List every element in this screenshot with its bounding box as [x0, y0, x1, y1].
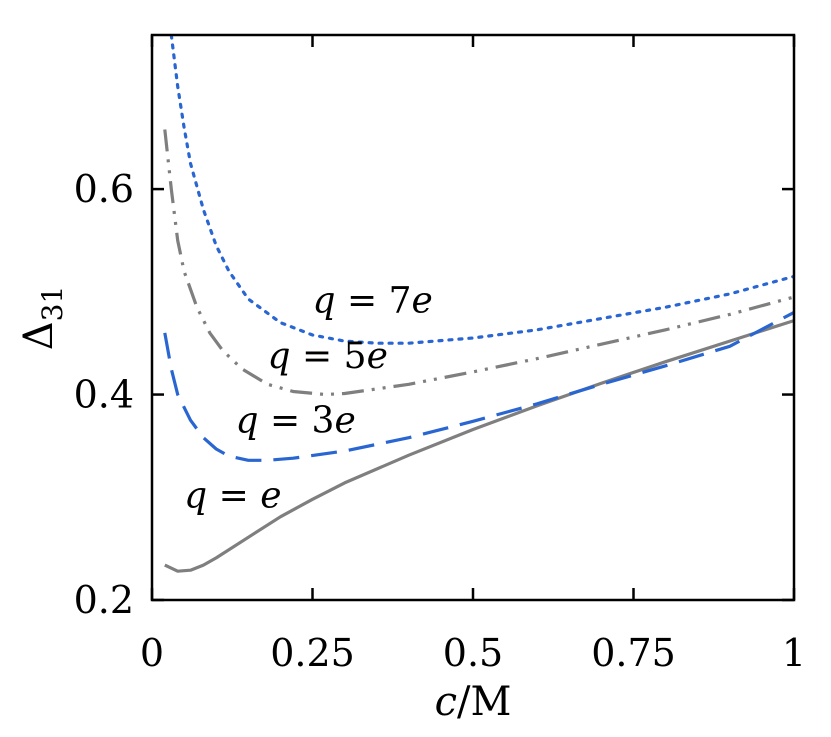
x-tick-label: 0.25	[270, 631, 355, 675]
series-line-3	[163, 129, 794, 397]
x-axis-label: c/M	[435, 679, 512, 725]
curve-label-2: q = 3e	[235, 401, 355, 442]
series-layer	[163, 35, 794, 573]
x-tick-label: 0.75	[591, 631, 676, 675]
curve-label-4: q = 7e	[313, 280, 433, 321]
ticks-layer	[150, 35, 796, 602]
series-line-4	[169, 35, 794, 345]
curve-label-1: q = e	[184, 476, 281, 517]
x-tick-label: 0	[140, 631, 164, 675]
curve-label-3: q = 5e	[268, 336, 388, 377]
y-tick-label: 0.4	[74, 373, 134, 417]
series-line-2	[163, 310, 794, 462]
x-tick-label: 1	[782, 631, 806, 675]
labels-layer: 0 0.25 0.5 0.75 1 0.2 0.4 0.6	[74, 167, 807, 675]
x-tick-label: 0.5	[443, 631, 503, 675]
y-tick-label: 0.2	[74, 578, 134, 622]
y-axis-label: Δ31	[16, 286, 69, 351]
y-tick-label: 0.6	[74, 167, 134, 211]
series-line-1	[164, 319, 794, 573]
annotation-layer: q = e q = 3e q = 5e q = 7e	[184, 280, 433, 516]
